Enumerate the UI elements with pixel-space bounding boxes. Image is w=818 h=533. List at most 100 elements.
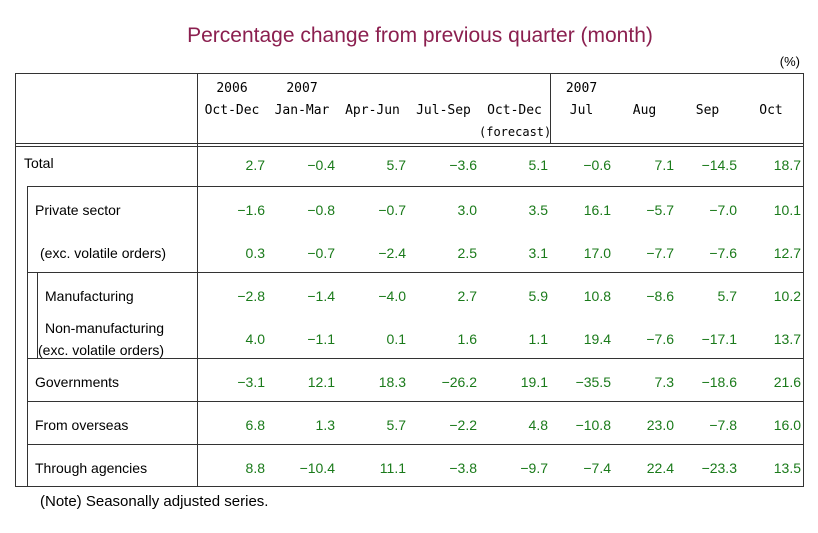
table-border xyxy=(15,73,16,487)
cell-value: −2.8 xyxy=(237,288,265,304)
cell-value: −7.7 xyxy=(646,245,674,261)
cell-value: 2.7 xyxy=(245,157,265,173)
row-label: Manufacturing xyxy=(45,288,134,304)
cell-value: 5.7 xyxy=(717,288,737,304)
table-border xyxy=(37,272,38,359)
table-border xyxy=(197,73,198,487)
table-border xyxy=(803,73,804,487)
cell-value: −0.8 xyxy=(307,202,335,218)
cell-value: 0.3 xyxy=(245,245,265,261)
table-border xyxy=(15,73,804,74)
cell-value: 22.4 xyxy=(646,460,674,476)
table-border xyxy=(27,401,803,402)
table-border xyxy=(27,272,803,273)
cell-value: −7.4 xyxy=(583,460,611,476)
cell-value: −4.0 xyxy=(378,288,406,304)
row-label: Private sector xyxy=(35,202,121,218)
cell-value: −14.5 xyxy=(701,157,737,173)
cell-value: −35.5 xyxy=(575,374,611,390)
cell-value: 5.7 xyxy=(386,417,406,433)
cell-value: 3.5 xyxy=(528,202,548,218)
column-year: 2006 xyxy=(216,81,248,96)
cell-value: −10.4 xyxy=(299,460,335,476)
row-label: Governments xyxy=(35,374,120,390)
cell-value: 18.7 xyxy=(773,157,801,173)
column-label: Aug xyxy=(632,103,657,118)
row-label: (exc. volatile orders) xyxy=(40,245,167,261)
row-label: Non-manufacturing xyxy=(45,320,165,336)
cell-value: −0.7 xyxy=(307,245,335,261)
cell-value: −3.6 xyxy=(449,157,477,173)
cell-value: −5.7 xyxy=(646,202,674,218)
cell-value: −0.4 xyxy=(307,157,335,173)
cell-value: 5.1 xyxy=(528,157,548,173)
row-label: (exc. volatile orders) xyxy=(38,342,165,358)
cell-value: 6.8 xyxy=(245,417,265,433)
cell-value: 23.0 xyxy=(646,417,674,433)
cell-value: 11.1 xyxy=(379,460,406,476)
cell-value: −23.3 xyxy=(701,460,737,476)
unit: (%) xyxy=(779,54,800,69)
table-border xyxy=(27,186,803,187)
cell-value: 12.7 xyxy=(773,245,801,261)
cell-value: 3.0 xyxy=(457,202,477,218)
column-label: Oct-Dec xyxy=(487,103,542,118)
column-note: (forecast) xyxy=(479,125,552,139)
cell-value: 1.1 xyxy=(528,331,548,347)
cell-value: 19.1 xyxy=(520,374,548,390)
cell-value: 13.7 xyxy=(773,331,801,347)
cell-value: 2.7 xyxy=(457,288,477,304)
table-border xyxy=(27,358,803,359)
cell-value: −2.4 xyxy=(378,245,406,261)
table-border xyxy=(15,486,804,487)
cell-value: −18.6 xyxy=(701,374,737,390)
cell-value: 4.0 xyxy=(245,331,265,347)
column-label: Oct xyxy=(759,103,783,118)
column-year: 2007 xyxy=(286,81,318,96)
cell-value: 18.3 xyxy=(378,374,406,390)
cell-value: −7.6 xyxy=(646,331,674,347)
cell-value: −1.1 xyxy=(307,331,335,347)
column-label: Oct-Dec xyxy=(204,103,260,118)
cell-value: 5.9 xyxy=(528,288,548,304)
table-border xyxy=(550,73,551,144)
cell-value: 12.1 xyxy=(307,374,335,390)
cell-value: −7.8 xyxy=(709,417,737,433)
cell-value: 0.1 xyxy=(386,331,406,347)
cell-value: 10.1 xyxy=(773,202,801,218)
cell-value: 13.5 xyxy=(773,460,801,476)
cell-value: 16.0 xyxy=(773,417,801,433)
table-border xyxy=(27,186,28,487)
title: Percentage change from previous quarter … xyxy=(187,24,653,47)
cell-value: 16.1 xyxy=(583,202,611,218)
cell-value: 10.8 xyxy=(583,288,611,304)
table-border xyxy=(15,143,804,144)
cell-value: −1.6 xyxy=(237,202,265,218)
cell-value: 1.6 xyxy=(457,331,477,347)
column-label: Sep xyxy=(695,103,720,118)
cell-value: 5.7 xyxy=(386,157,406,173)
cell-value: 1.3 xyxy=(315,417,335,433)
column-label: Jan-Mar xyxy=(274,103,330,118)
cell-value: 10.2 xyxy=(773,288,801,304)
cell-value: 21.6 xyxy=(773,374,801,390)
cell-value: 8.8 xyxy=(245,460,265,476)
row-label: Total xyxy=(24,155,54,171)
cell-value: 17.0 xyxy=(583,245,611,261)
cell-value: −7.0 xyxy=(709,202,737,218)
cell-value: −9.7 xyxy=(520,460,548,476)
cell-value: 7.3 xyxy=(654,374,674,390)
cell-value: −7.6 xyxy=(709,245,737,261)
table-border xyxy=(27,444,803,445)
column-label: Apr-Jun xyxy=(345,103,400,118)
column-year: 2007 xyxy=(565,81,598,96)
cell-value: −26.2 xyxy=(441,374,477,390)
note: (Note) Seasonally adjusted series. xyxy=(40,493,269,510)
cell-value: 7.1 xyxy=(654,157,674,173)
cell-value: −3.1 xyxy=(237,374,265,390)
cell-value: −10.8 xyxy=(575,417,611,433)
row-label: From overseas xyxy=(35,417,129,433)
cell-value: −0.6 xyxy=(583,157,611,173)
cell-value: −8.6 xyxy=(646,288,674,304)
